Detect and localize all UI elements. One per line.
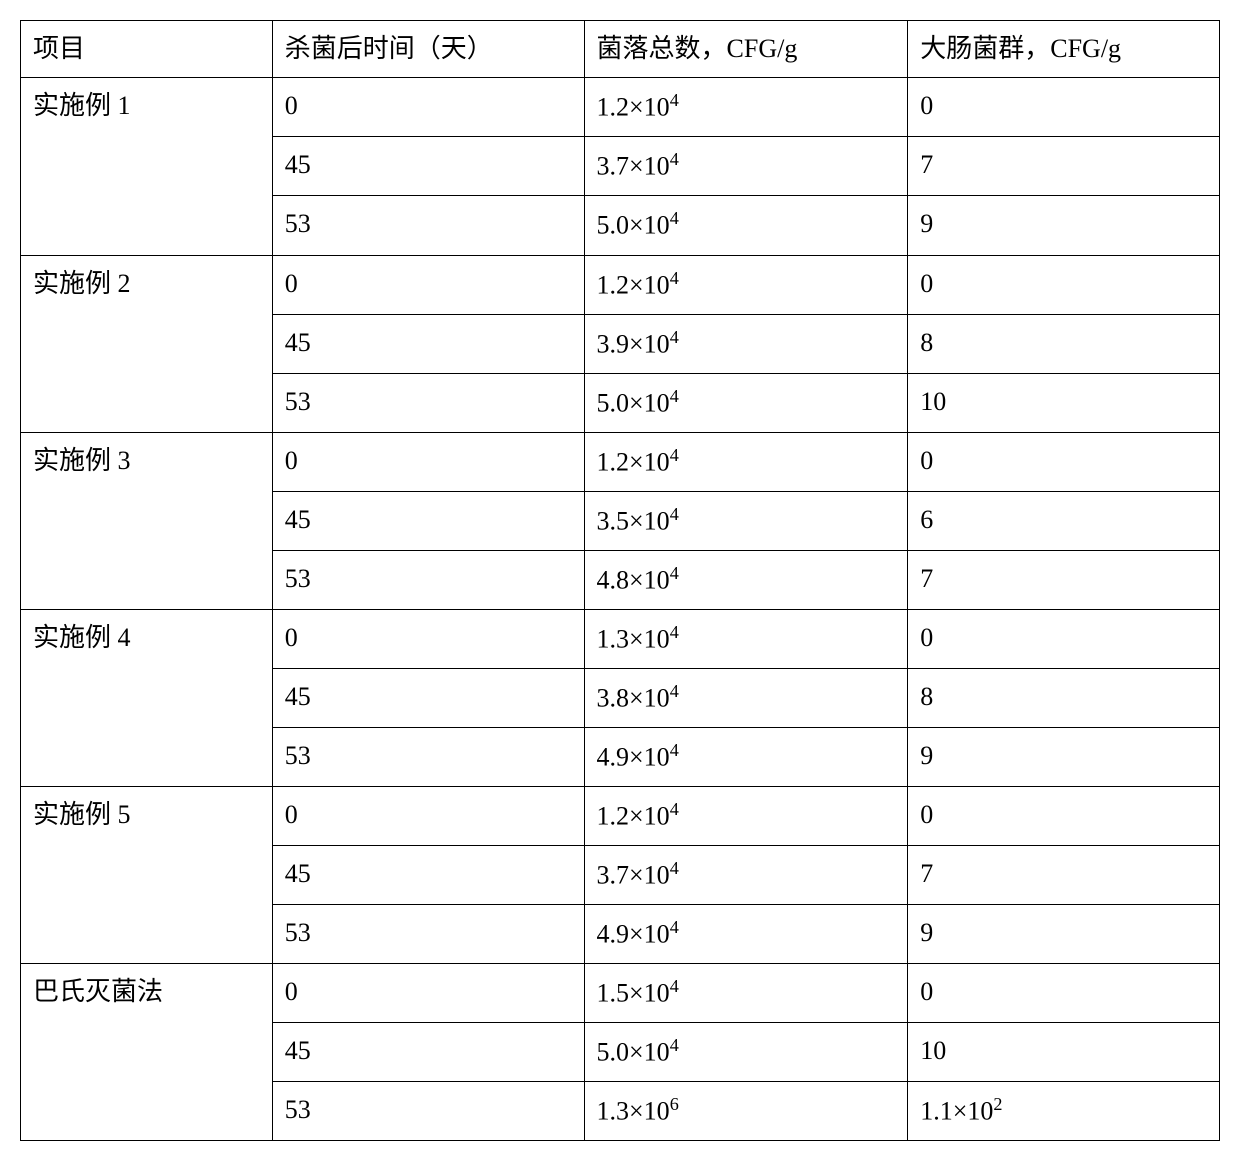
- project-cell: 实施例 2: [21, 255, 273, 432]
- coliform-cell: 8: [908, 668, 1220, 727]
- count-cell: 3.8×104: [584, 668, 908, 727]
- project-cell: 实施例 3: [21, 432, 273, 609]
- time-cell: 53: [272, 905, 584, 964]
- time-cell: 0: [272, 786, 584, 845]
- table-row: 实施例 2 0 1.2×104 0: [21, 255, 1220, 314]
- time-cell: 53: [272, 550, 584, 609]
- coliform-cell: 6: [908, 491, 1220, 550]
- table-row: 巴氏灭菌法 0 1.5×104 0: [21, 964, 1220, 1023]
- coliform-cell: 0: [908, 78, 1220, 137]
- count-cell: 1.2×104: [584, 255, 908, 314]
- coliform-cell: 7: [908, 550, 1220, 609]
- table-row: 实施例 4 0 1.3×104 0: [21, 609, 1220, 668]
- coliform-cell: 1.1×102: [908, 1082, 1220, 1141]
- count-cell: 3.9×104: [584, 314, 908, 373]
- count-cell: 5.0×104: [584, 373, 908, 432]
- project-cell: 实施例 1: [21, 78, 273, 255]
- count-cell: 1.2×104: [584, 78, 908, 137]
- count-cell: 4.9×104: [584, 727, 908, 786]
- table-row: 实施例 3 0 1.2×104 0: [21, 432, 1220, 491]
- coliform-cell: 0: [908, 432, 1220, 491]
- time-cell: 53: [272, 727, 584, 786]
- header-coliform: 大肠菌群，CFG/g: [908, 21, 1220, 78]
- count-cell: 1.3×104: [584, 609, 908, 668]
- time-cell: 53: [272, 1082, 584, 1141]
- header-count: 菌落总数，CFG/g: [584, 21, 908, 78]
- sterilization-data-table: 项目 杀菌后时间（天） 菌落总数，CFG/g 大肠菌群，CFG/g 实施例 1 …: [20, 20, 1220, 1141]
- count-cell: 5.0×104: [584, 1023, 908, 1082]
- coliform-cell: 9: [908, 905, 1220, 964]
- coliform-cell: 9: [908, 196, 1220, 255]
- time-cell: 45: [272, 491, 584, 550]
- time-cell: 53: [272, 196, 584, 255]
- coliform-cell: 0: [908, 255, 1220, 314]
- time-cell: 0: [272, 432, 584, 491]
- coliform-cell: 10: [908, 1023, 1220, 1082]
- coliform-cell: 8: [908, 314, 1220, 373]
- coliform-cell: 9: [908, 727, 1220, 786]
- project-cell: 巴氏灭菌法: [21, 964, 273, 1141]
- count-cell: 4.8×104: [584, 550, 908, 609]
- coliform-cell: 0: [908, 964, 1220, 1023]
- coliform-cell: 7: [908, 137, 1220, 196]
- header-project: 项目: [21, 21, 273, 78]
- time-cell: 0: [272, 78, 584, 137]
- time-cell: 45: [272, 1023, 584, 1082]
- count-cell: 4.9×104: [584, 905, 908, 964]
- table-header-row: 项目 杀菌后时间（天） 菌落总数，CFG/g 大肠菌群，CFG/g: [21, 21, 1220, 78]
- time-cell: 0: [272, 964, 584, 1023]
- time-cell: 45: [272, 668, 584, 727]
- count-cell: 1.2×104: [584, 432, 908, 491]
- time-cell: 45: [272, 846, 584, 905]
- count-cell: 3.5×104: [584, 491, 908, 550]
- count-cell: 1.5×104: [584, 964, 908, 1023]
- count-cell: 5.0×104: [584, 196, 908, 255]
- coliform-cell: 0: [908, 786, 1220, 845]
- coliform-cell: 10: [908, 373, 1220, 432]
- count-cell: 3.7×104: [584, 846, 908, 905]
- time-cell: 0: [272, 255, 584, 314]
- coliform-cell: 0: [908, 609, 1220, 668]
- project-cell: 实施例 4: [21, 609, 273, 786]
- coliform-cell: 7: [908, 846, 1220, 905]
- project-cell: 实施例 5: [21, 786, 273, 963]
- table-row: 实施例 1 0 1.2×104 0: [21, 78, 1220, 137]
- table-row: 实施例 5 0 1.2×104 0: [21, 786, 1220, 845]
- count-cell: 1.3×106: [584, 1082, 908, 1141]
- count-cell: 3.7×104: [584, 137, 908, 196]
- header-time: 杀菌后时间（天）: [272, 21, 584, 78]
- time-cell: 53: [272, 373, 584, 432]
- time-cell: 45: [272, 314, 584, 373]
- count-cell: 1.2×104: [584, 786, 908, 845]
- time-cell: 45: [272, 137, 584, 196]
- time-cell: 0: [272, 609, 584, 668]
